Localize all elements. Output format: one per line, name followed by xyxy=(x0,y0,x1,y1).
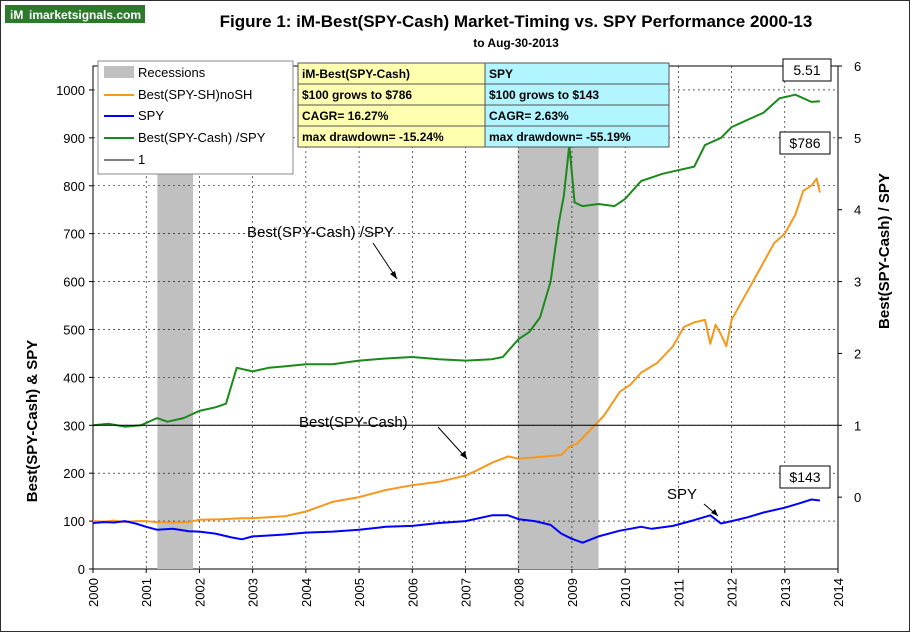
legend-label-ratio: Best(SPY-Cash) /SPY xyxy=(138,130,266,145)
y-axis-left-ticks: 0 100 200 300 400 500 600 700 800 900 1000 xyxy=(56,83,93,577)
y-axis-right-ticks: 0 1 2 3 4 5 6 xyxy=(838,59,861,505)
x-axis-ticks: 2000 2001 2002 2003 2004 2005 2006 2007 2008 2009… xyxy=(86,569,846,607)
x-tick-label: 2008 xyxy=(512,578,527,607)
x-tick-label: 2009 xyxy=(565,578,580,607)
x-tick-label: 2005 xyxy=(352,578,367,607)
x-tick-label: 2012 xyxy=(725,578,740,607)
x-tick-label: 2011 xyxy=(671,579,686,607)
series-line-1 xyxy=(93,498,821,544)
logo-badge: iM xyxy=(10,8,23,22)
x-tick-label: 2004 xyxy=(299,578,314,607)
x-tick-label: 2000 xyxy=(86,578,101,607)
value-box-ratio-text: 5.51 xyxy=(793,62,820,78)
y-left-tick-label: 0 xyxy=(78,562,85,577)
chart-subtitle: to Aug-30-2013 xyxy=(473,36,559,50)
x-tick-label: 2003 xyxy=(246,578,261,607)
y-left-tick-label: 200 xyxy=(63,466,85,481)
x-tick-label: 2007 xyxy=(459,578,474,607)
value-box-spy: $143 xyxy=(779,465,831,489)
brand-logo: iM imarketsignals.com xyxy=(5,5,145,23)
y-left-tick-label: 900 xyxy=(63,131,85,146)
series-line-2 xyxy=(93,93,820,428)
logo-text: imarketsignals.com xyxy=(29,8,141,22)
y-left-tick-label: 500 xyxy=(63,322,85,337)
stats-left-header: iM-Best(SPY-Cash) xyxy=(302,67,410,81)
y-right-tick-label: 6 xyxy=(854,59,861,74)
y-left-tick-label: 1000 xyxy=(56,83,85,98)
x-tick-label: 2013 xyxy=(778,578,793,607)
annotation-ratio: Best(SPY-Cash) /SPY xyxy=(247,224,398,280)
y-left-tick-label: 300 xyxy=(63,418,85,433)
x-tick-label: 2002 xyxy=(192,578,207,607)
stats-right-header: SPY xyxy=(489,67,513,81)
legend-swatch-recessions xyxy=(104,66,134,78)
stats-right-cagr: CAGR= 2.63% xyxy=(489,109,569,123)
y-left-tick-label: 600 xyxy=(63,275,85,290)
y-right-tick-label: 5 xyxy=(854,131,861,146)
stats-right-drawdown: max drawdown= -55.19% xyxy=(489,130,631,144)
stats-table: iM-Best(SPY-Cash) $100 grows to $786 CAG… xyxy=(297,62,670,148)
y-right-tick-label: 3 xyxy=(854,275,861,290)
y-left-tick-label: 700 xyxy=(63,227,85,242)
y-axis-right-label: Best(SPY-Cash) / SPY xyxy=(876,173,893,329)
y-right-tick-label: 2 xyxy=(854,346,861,361)
grid xyxy=(93,66,838,569)
stats-left-drawdown: max drawdown= -15.24% xyxy=(302,130,444,144)
value-box-best: $786 xyxy=(779,131,831,155)
y-right-tick-label: 1 xyxy=(854,418,861,433)
y-left-tick-label: 800 xyxy=(63,179,85,194)
stats-left-cagr: CAGR= 16.27% xyxy=(302,109,389,123)
legend-label-one: 1 xyxy=(138,152,145,167)
stats-right-growth: $100 grows to $143 xyxy=(489,88,599,102)
annotation-spy: SPY xyxy=(667,486,719,517)
value-box-spy-text: $143 xyxy=(789,469,820,485)
y-right-tick-label: 4 xyxy=(854,203,861,218)
x-tick-label: 2006 xyxy=(405,578,420,607)
annotation-best-text: Best(SPY-Cash) xyxy=(299,414,408,431)
annotation-best: Best(SPY-Cash) xyxy=(299,414,468,460)
series-lines xyxy=(93,93,838,544)
y-left-tick-label: 400 xyxy=(63,370,85,385)
x-tick-label: 2010 xyxy=(618,578,633,607)
recession-band-1 xyxy=(517,66,599,569)
annotation-spy-text: SPY xyxy=(667,486,697,503)
x-tick-label: 2001 xyxy=(139,578,154,607)
series-line-0 xyxy=(93,177,821,524)
y-left-tick-label: 100 xyxy=(63,514,85,529)
y-right-tick-label: 0 xyxy=(854,490,861,505)
legend-label-spy: SPY xyxy=(138,108,164,123)
stats-left-growth: $100 grows to $786 xyxy=(302,88,412,102)
annotation-ratio-text: Best(SPY-Cash) /SPY xyxy=(247,224,394,241)
y-axis-left-label: Best(SPY-Cash) & SPY xyxy=(24,340,41,503)
legend: Recessions Best(SPY-SH)noSH SPY Best(SPY… xyxy=(97,60,294,175)
chart-title: Figure 1: iM-Best(SPY-Cash) Market-Timin… xyxy=(220,12,813,31)
value-box-ratio: 5.51 xyxy=(782,58,832,82)
legend-label-best-spy-sh: Best(SPY-SH)noSH xyxy=(138,87,252,102)
legend-label-recessions: Recessions xyxy=(138,65,206,80)
value-box-best-text: $786 xyxy=(789,135,820,151)
x-tick-label: 2014 xyxy=(831,578,846,607)
